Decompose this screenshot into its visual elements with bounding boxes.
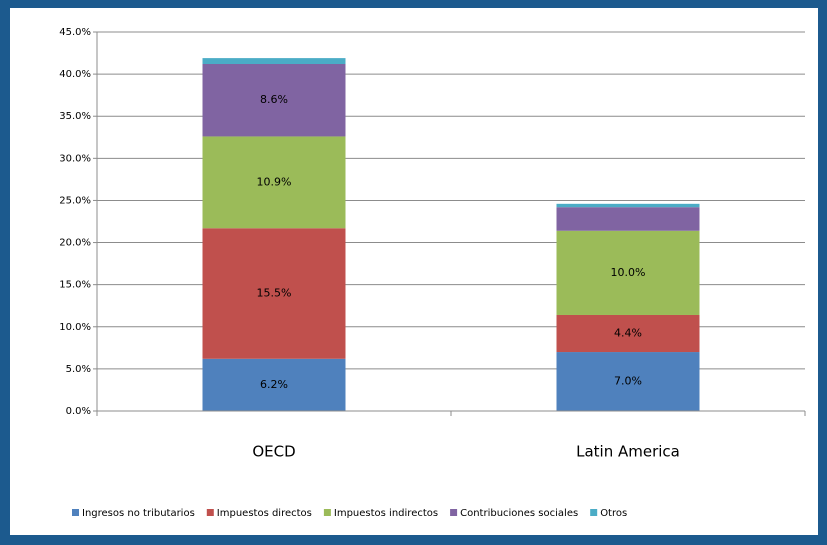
legend-label: Contribuciones sociales — [460, 508, 578, 519]
legend-label: Otros — [600, 508, 627, 519]
data-label: 8.6% — [260, 93, 288, 106]
legend-swatch — [206, 509, 214, 516]
bar-segment — [202, 64, 346, 137]
y-tick-label: 25.0% — [59, 195, 91, 206]
y-tick-label: 30.0% — [59, 153, 91, 164]
bar-segment — [556, 203, 700, 208]
x-tick-label: Latin America — [576, 443, 680, 461]
y-tick-label: 40.0% — [59, 69, 91, 80]
bar-segment — [202, 58, 346, 65]
bar-segment — [556, 314, 700, 353]
legend-swatch — [323, 509, 331, 516]
data-label: 6.2% — [260, 378, 288, 391]
legend-swatch — [590, 509, 598, 516]
x-tick-label: OECD — [252, 443, 295, 461]
data-label: 4.4% — [614, 327, 642, 340]
legend-swatch — [450, 509, 458, 516]
data-label: 7.0% — [614, 375, 642, 388]
bar-segment — [202, 228, 346, 359]
data-label: 15.5% — [257, 287, 292, 300]
legend-label: Impuestos indirectos — [334, 508, 438, 519]
y-tick-label: 45.0% — [59, 27, 91, 38]
bar-segment — [556, 352, 700, 411]
legend-swatch — [72, 509, 79, 516]
y-tick-label: 0.0% — [66, 406, 91, 417]
data-label: 10.9% — [257, 175, 292, 188]
legend-label: Impuestos directos — [217, 508, 312, 519]
y-tick-label: 35.0% — [59, 111, 91, 122]
legend-label: Ingresos no tributarios — [82, 508, 195, 519]
bar-segment — [202, 358, 346, 411]
data-label: 10.0% — [611, 266, 646, 279]
y-tick-label: 5.0% — [66, 364, 91, 375]
y-tick-label: 20.0% — [59, 238, 91, 249]
bar-segment — [202, 136, 346, 229]
y-tick-label: 15.0% — [59, 280, 91, 291]
y-tick-label: 10.0% — [59, 322, 91, 333]
bar-segment — [556, 230, 700, 315]
bar-segment — [556, 207, 700, 231]
